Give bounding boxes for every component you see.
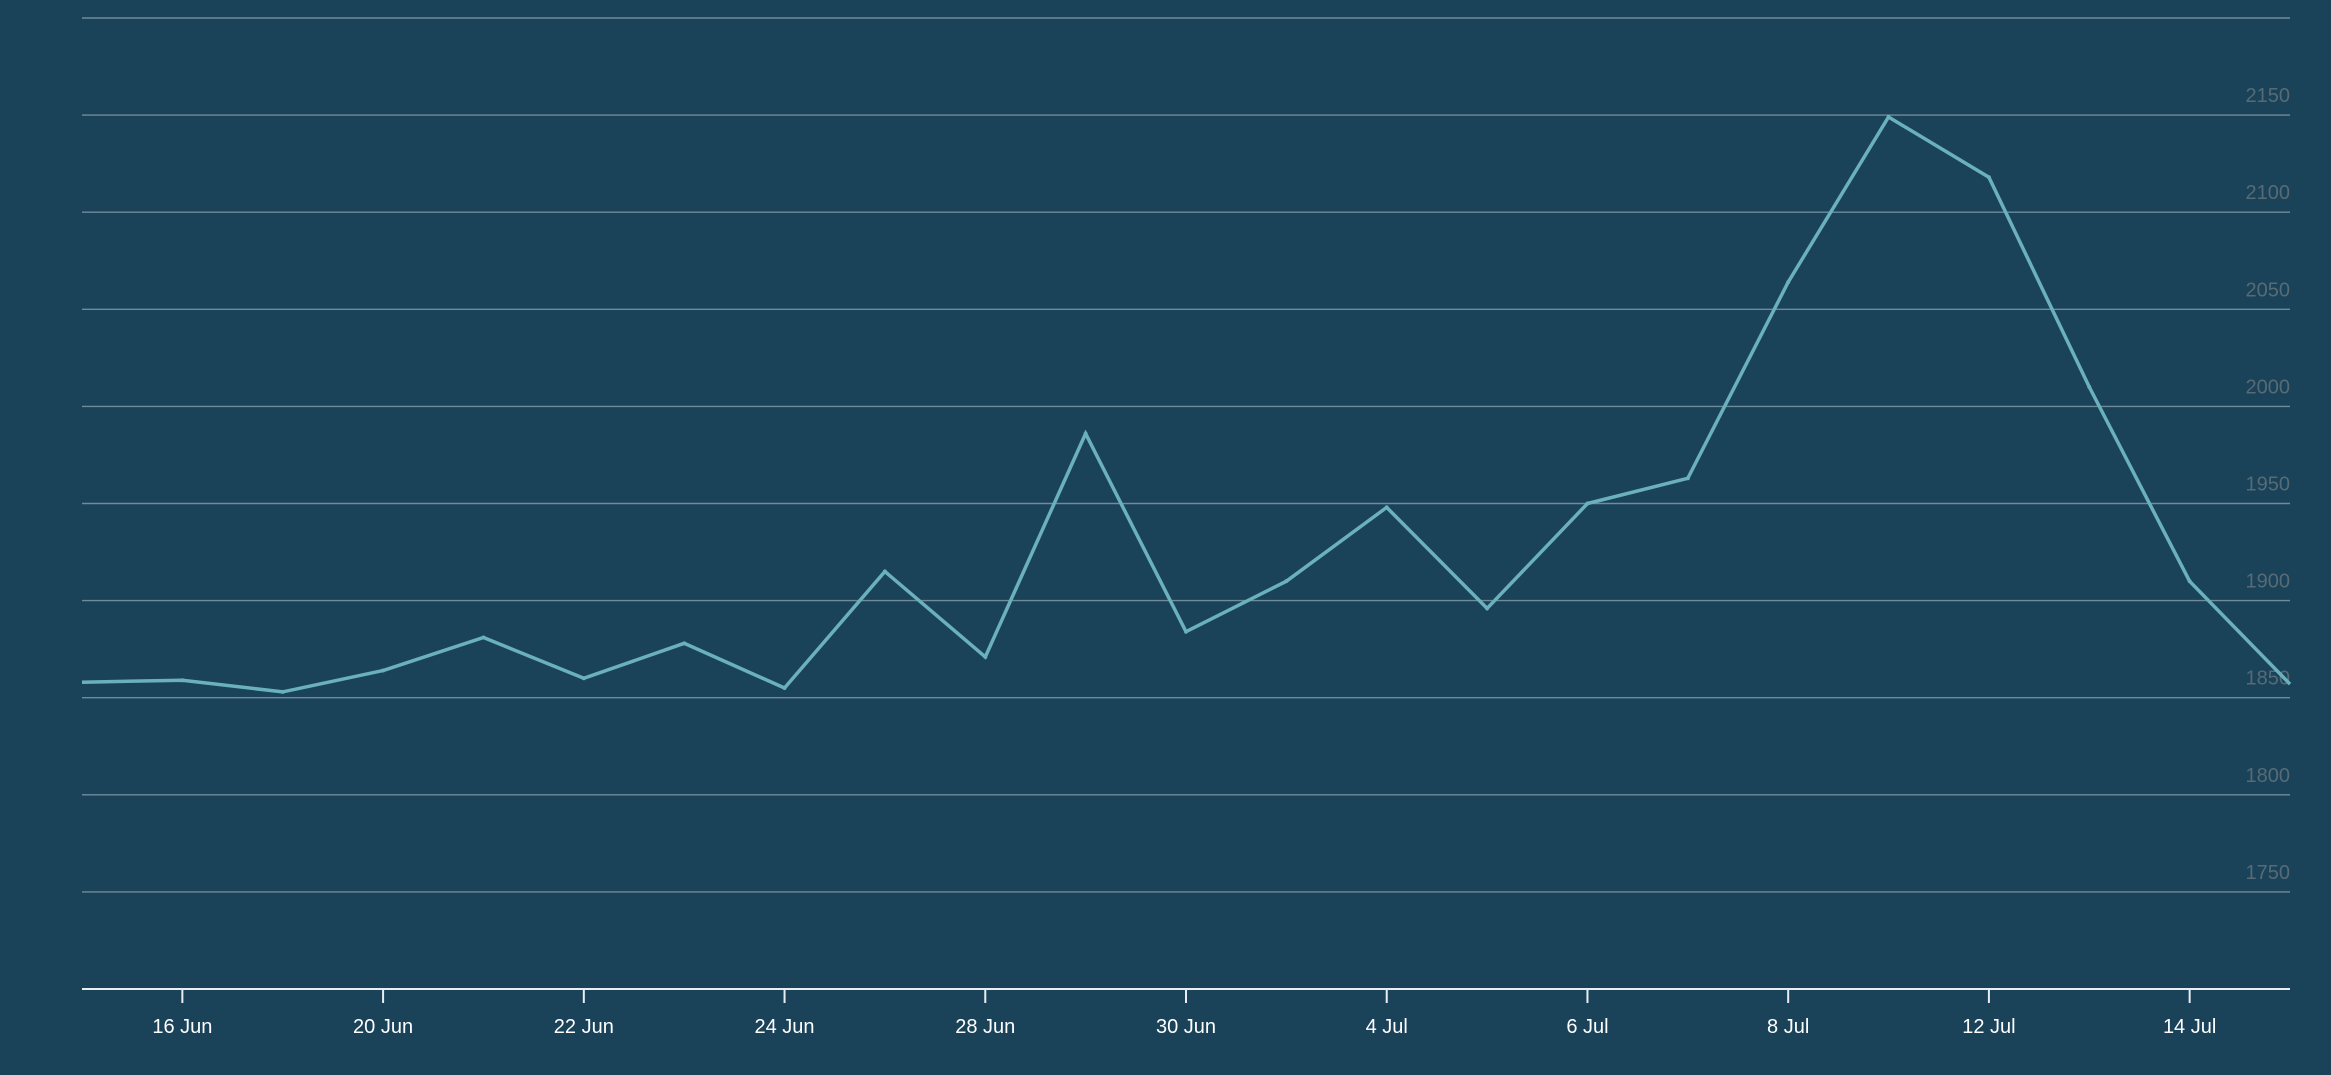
- data-point-24-jun: [782, 685, 787, 690]
- data-point-5-jul: [1485, 606, 1490, 611]
- x-tick-label-22-jun: 22 Jun: [554, 1016, 614, 1038]
- data-point-12-jul: [1986, 175, 1991, 180]
- series-line: [81, 114, 2292, 694]
- data-point-8-jul: [1786, 280, 1791, 285]
- data-point-28-jun: [983, 654, 988, 659]
- data-point-7-jul: [1685, 476, 1690, 481]
- data-point-13-jul: [2087, 384, 2092, 389]
- x-tick-label-28-jun: 28 Jun: [955, 1016, 1015, 1038]
- gridlines: [82, 17, 2290, 893]
- y-tick-label-2100: 2100: [2246, 182, 2291, 204]
- y-tick-label-2000: 2000: [2246, 376, 2291, 398]
- x-tick-label-4-jul: 4 Jul: [1366, 1016, 1408, 1038]
- y-tick-label-1800: 1800: [2246, 765, 2291, 787]
- data-point-21-jun: [481, 635, 486, 640]
- data-point-20-jun: [381, 668, 386, 673]
- x-tick-label-30-jun: 30 Jun: [1156, 1016, 1216, 1038]
- data-point-9-jul: [1886, 115, 1891, 120]
- x-axis-ticks: 16 Jun 20 Jun 22 Jun 24 Jun 28 Jun 30 Jun 4 Ju…: [152, 989, 2216, 1038]
- y-tick-label-2150: 2150: [2246, 85, 2291, 107]
- x-tick-label-6-jul: 6 Jul: [1566, 1016, 1608, 1038]
- data-point-6-jul: [1585, 501, 1590, 506]
- data-point-30-jun: [1184, 629, 1188, 634]
- x-tick-label-16-jun: 16 Jun: [152, 1016, 212, 1038]
- data-point-4-jul: [1384, 505, 1389, 510]
- x-tick-label-12-jul: 12 Jul: [1962, 1016, 2015, 1038]
- y-tick-label-2050: 2050: [2246, 279, 2291, 301]
- data-point-14-jul: [2187, 579, 2192, 584]
- data-point-22-jun: [581, 676, 586, 681]
- x-tick-label-20-jun: 20 Jun: [353, 1016, 413, 1038]
- data-point-18-jun: [280, 689, 285, 694]
- y-tick-label-1950: 1950: [2246, 474, 2291, 496]
- y-tick-label-1900: 1900: [2246, 571, 2291, 593]
- data-point-16-jun: [180, 678, 185, 683]
- x-tick-label-8-jul: 8 Jul: [1767, 1016, 1809, 1038]
- x-tick-label-14-jul: 14 Jul: [2163, 1016, 2216, 1038]
- data-point-29-jun: [1083, 431, 1088, 436]
- y-tick-label-1750: 1750: [2246, 862, 2291, 884]
- series-points: [180, 115, 2192, 694]
- data-point-1-jul: [1284, 579, 1289, 584]
- x-tick-label-24-jun: 24 Jun: [755, 1016, 815, 1038]
- data-point-25-jun: [882, 569, 887, 574]
- data-point-23-jun: [682, 641, 687, 646]
